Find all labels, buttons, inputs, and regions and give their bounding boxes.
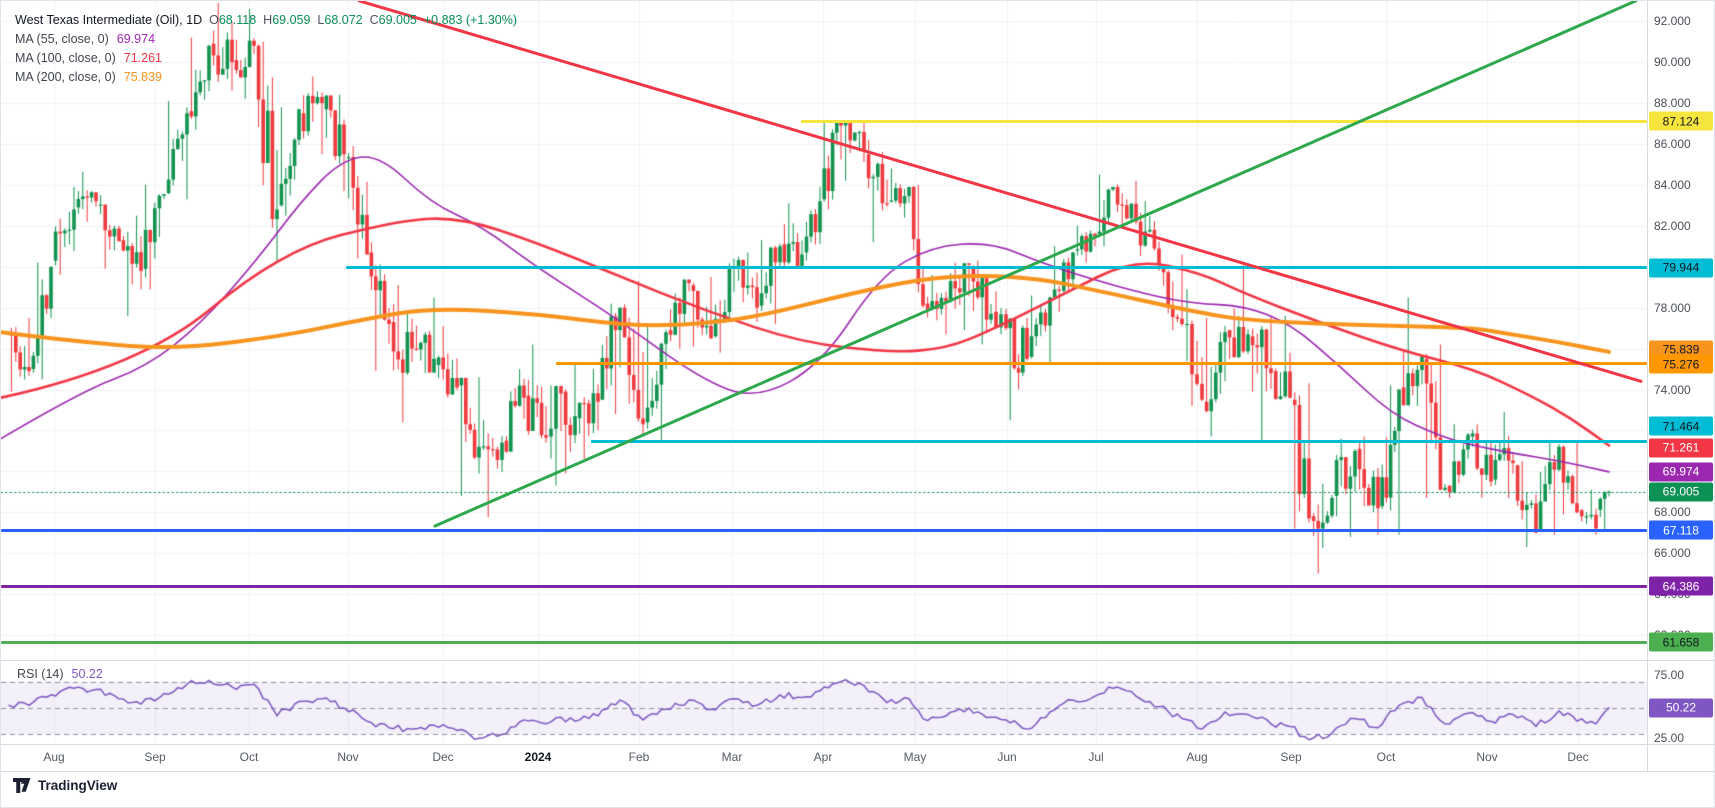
time-axis-label-jun-10: Jun <box>997 750 1017 764</box>
change-value: +0.883 (+1.30%) <box>423 13 517 27</box>
rsi-axis-label: 25.00 <box>1654 731 1685 745</box>
price-level-badge-67_118[interactable]: 67.118 <box>1649 520 1713 540</box>
price-axis-label: 92.000 <box>1654 14 1691 29</box>
price-level-badge-87_124[interactable]: 87.124 <box>1649 111 1713 131</box>
rsi-value: 50.22 <box>71 667 103 681</box>
low-value: 68.072 <box>324 13 363 27</box>
price-level-badge-69_974[interactable]: 69.974 <box>1649 462 1713 482</box>
time-axis[interactable]: Aug Sep Oct Nov Dec 2024 Feb Mar Apr May Jun Jul Aug… <box>1 745 1714 771</box>
time-axis-label-dec-16: Dec <box>1567 750 1589 764</box>
pane-separator-rsi-axis <box>1 744 1714 745</box>
high-value: 69.059 <box>272 13 311 27</box>
close-value: 69.005 <box>378 13 417 27</box>
tradingview-watermark[interactable]: TradingView <box>13 778 117 793</box>
rsi-axis-label: 75.00 <box>1654 668 1685 682</box>
price-axis-label: 86.000 <box>1654 136 1691 151</box>
pane-separator-main-rsi[interactable] <box>1 660 1714 661</box>
ma55-label: MA (55, close, 0) <box>15 32 109 46</box>
price-axis-border <box>1647 1 1648 771</box>
price-axis-label: 66.000 <box>1654 546 1691 561</box>
ma55-value: 69.974 <box>116 32 156 46</box>
time-axis-label-sep-13: Sep <box>1280 750 1302 764</box>
ma100-value: 71.261 <box>123 51 162 65</box>
time-axis-label-aug-0: Aug <box>43 750 65 764</box>
ma100-legend-row[interactable]: MA (100, close, 0) 71.261 <box>15 49 517 67</box>
price-level-badge-75_839[interactable]: 75.839 <box>1649 340 1713 360</box>
time-axis-label-mar-7: Mar <box>721 750 743 764</box>
symbol-title: West Texas Intermediate (Oil), 1D <box>15 13 203 27</box>
close-letter: C <box>369 13 379 27</box>
price-axis-label: 78.000 <box>1654 300 1691 315</box>
price-axis-label: 88.000 <box>1654 96 1691 111</box>
rsi-label: RSI (14) <box>17 667 64 681</box>
low-letter: L <box>317 13 325 27</box>
time-axis-label-oct-2: Oct <box>239 750 259 764</box>
time-axis-label-feb-6: Feb <box>628 750 650 764</box>
symbol-legend: West Texas Intermediate (Oil), 1D O68.118… <box>15 11 517 87</box>
time-axis-label-apr-8: Apr <box>813 750 833 764</box>
time-axis-label-jul-11: Jul <box>1088 750 1104 764</box>
price-level-badge-75_276[interactable]: 75.276 <box>1649 354 1713 374</box>
time-axis-label-aug-12: Aug <box>1186 750 1208 764</box>
price-axis-label: 74.000 <box>1654 382 1691 397</box>
symbol-legend-row[interactable]: West Texas Intermediate (Oil), 1D O68.118… <box>15 11 517 29</box>
price-axis-label: 84.000 <box>1654 177 1691 192</box>
high-letter: H <box>263 13 273 27</box>
rsi-legend-row[interactable]: RSI (14) 50.22 <box>17 667 103 681</box>
price-level-badge-61_658[interactable]: 61.658 <box>1649 632 1713 652</box>
price-axis-label: 68.000 <box>1654 505 1691 520</box>
price-level-badge-71_261[interactable]: 71.261 <box>1649 438 1713 458</box>
rsi-value-badge[interactable]: 50.22 <box>1649 698 1713 718</box>
ma200-label: MA (200, close, 0) <box>15 70 116 84</box>
ma55-legend-row[interactable]: MA (55, close, 0) 69.974 <box>15 30 517 48</box>
price-level-badge-79_944[interactable]: 79.944 <box>1649 258 1713 278</box>
price-axis-label: 82.000 <box>1654 218 1691 233</box>
time-axis-label-nov-15: Nov <box>1476 750 1498 764</box>
time-axis-label-oct-14: Oct <box>1376 750 1396 764</box>
tradingview-logo-icon <box>13 778 31 793</box>
time-axis-label-dec-4: Dec <box>432 750 454 764</box>
price-level-badge-71_464[interactable]: 71.464 <box>1649 416 1713 436</box>
time-axis-label-2024-5: 2024 <box>524 750 552 764</box>
open-letter: O <box>209 13 219 27</box>
tradingview-watermark-text: TradingView <box>38 778 118 793</box>
time-axis-label-may-9: May <box>903 750 927 764</box>
ma100-label: MA (100, close, 0) <box>15 51 116 65</box>
time-axis-label-nov-3: Nov <box>337 750 359 764</box>
time-axis-label-sep-1: Sep <box>144 750 166 764</box>
price-axis[interactable]: 92.000 90.000 88.000 86.000 84.000 82.000 78.0… <box>1648 1 1714 771</box>
ma200-legend-row[interactable]: MA (200, close, 0) 75.839 <box>15 68 517 86</box>
axis-bottom-border <box>1 771 1714 772</box>
open-value: 68.118 <box>218 13 257 27</box>
ma200-value: 75.839 <box>123 70 162 84</box>
price-axis-label: 90.000 <box>1654 55 1691 70</box>
price-level-badge-64_386[interactable]: 64.386 <box>1649 576 1713 596</box>
price-level-badge-69_005[interactable]: 69.005 <box>1649 482 1713 502</box>
